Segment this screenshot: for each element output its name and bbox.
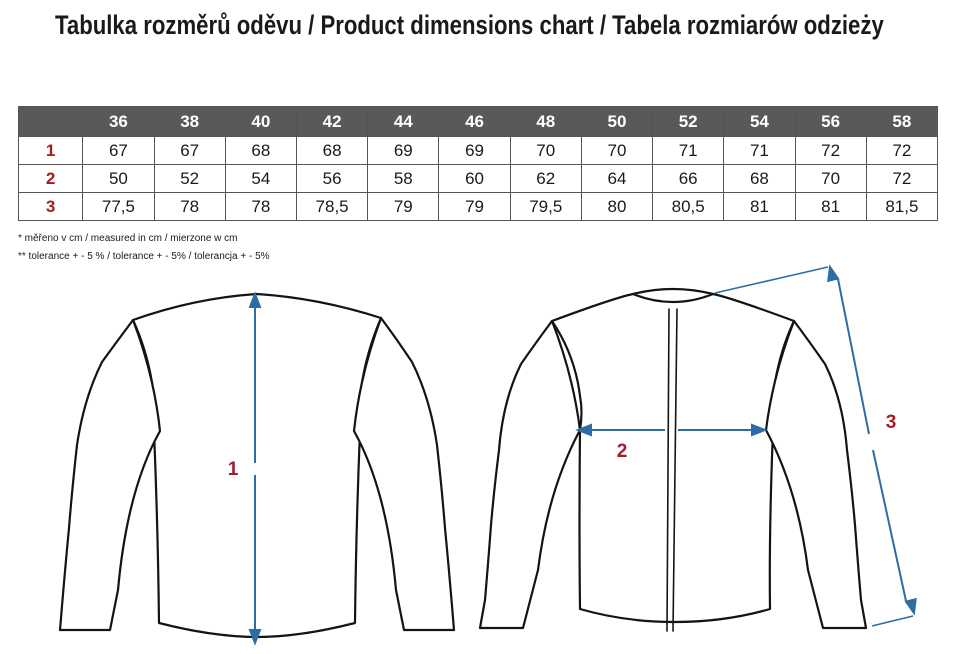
svg-text:1: 1 [228,459,239,480]
svg-text:2: 2 [617,441,628,462]
svg-text:3: 3 [886,412,897,433]
